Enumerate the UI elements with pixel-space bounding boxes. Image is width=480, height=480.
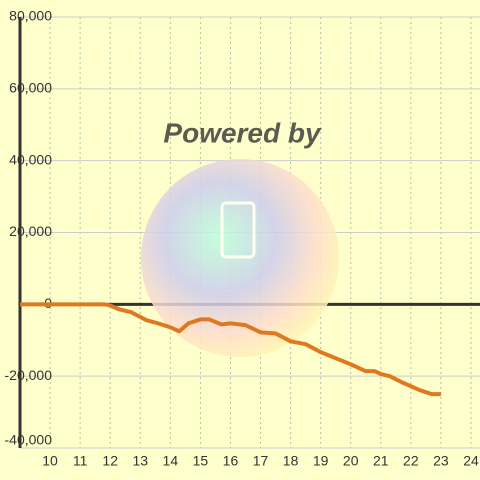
- x-tick-label: 24: [463, 453, 479, 469]
- x-tick-label: 19: [313, 453, 329, 469]
- x-tick-label: 13: [132, 453, 148, 469]
- x-tick-label: 18: [283, 453, 299, 469]
- x-tick-label: 14: [163, 453, 179, 469]
- y-tick-label: 80,000: [9, 8, 52, 24]
- x-tick-label: 12: [102, 453, 118, 469]
- plot: 10 11 12 13 14 15 16 17 18 19 20 21 22 23 24 -40,000 -20…: [5, 8, 479, 469]
- watermark-text: Powered by: [163, 117, 322, 148]
- x-tick-label: 16: [223, 453, 239, 469]
- y-tick-label: 40,000: [9, 151, 52, 167]
- watermark-icon: [220, 201, 256, 259]
- x-tick-label: 11: [73, 453, 88, 469]
- x-tick-label: 15: [193, 453, 209, 469]
- x-tick-label: 21: [373, 453, 389, 469]
- y-tick-label: 60,000: [9, 80, 52, 96]
- x-tick-label: 22: [403, 453, 419, 469]
- x-tick-label: 20: [343, 453, 359, 469]
- x-tick-label: 23: [433, 453, 449, 469]
- x-tick-label: 10: [42, 453, 58, 469]
- x-tick-label: 17: [253, 453, 269, 469]
- y-tick-label: -40,000: [5, 432, 53, 448]
- y-tick-label: 20,000: [9, 223, 52, 239]
- y-tick-label: -20,000: [5, 367, 53, 383]
- line-series: [20, 302, 441, 397]
